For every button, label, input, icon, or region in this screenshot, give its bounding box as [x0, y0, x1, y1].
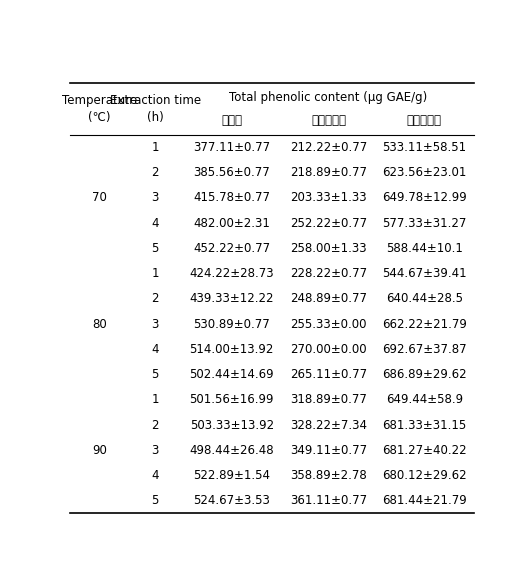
Text: 692.67±37.87: 692.67±37.87: [382, 343, 467, 356]
Text: 681.44±21.79: 681.44±21.79: [382, 494, 467, 508]
Text: 681.33±31.15: 681.33±31.15: [382, 418, 467, 432]
Text: 228.22±0.77: 228.22±0.77: [290, 267, 367, 280]
Text: 218.89±0.77: 218.89±0.77: [290, 166, 367, 179]
Text: 514.00±13.92: 514.00±13.92: [190, 343, 274, 356]
Text: 1: 1: [151, 141, 159, 154]
Text: 5: 5: [151, 242, 159, 255]
Text: 649.78±12.99: 649.78±12.99: [382, 191, 467, 204]
Text: 4: 4: [151, 469, 159, 482]
Text: 361.11±0.77: 361.11±0.77: [290, 494, 367, 508]
Text: 501.56±16.99: 501.56±16.99: [190, 393, 274, 406]
Text: 377.11±0.77: 377.11±0.77: [193, 141, 270, 154]
Text: 4: 4: [151, 343, 159, 356]
Text: 1: 1: [151, 267, 159, 280]
Text: 533.11±58.51: 533.11±58.51: [382, 141, 466, 154]
Text: 3: 3: [151, 191, 159, 204]
Text: Total phenolic content (μg GAE/g): Total phenolic content (μg GAE/g): [229, 91, 427, 104]
Text: 530.89±0.77: 530.89±0.77: [193, 318, 270, 331]
Text: 385.56±0.77: 385.56±0.77: [193, 166, 270, 179]
Text: 522.89±1.54: 522.89±1.54: [193, 469, 270, 482]
Text: 70: 70: [92, 191, 107, 204]
Text: 680.12±29.62: 680.12±29.62: [382, 469, 467, 482]
Text: 248.89±0.77: 248.89±0.77: [290, 292, 367, 306]
Text: 588.44±10.1: 588.44±10.1: [386, 242, 463, 255]
Text: 524.67±3.53: 524.67±3.53: [193, 494, 270, 508]
Text: 640.44±28.5: 640.44±28.5: [386, 292, 463, 306]
Text: 5: 5: [151, 368, 159, 381]
Text: 349.11±0.77: 349.11±0.77: [290, 444, 367, 457]
Text: 누리장나무: 누리장나무: [311, 114, 346, 127]
Text: 258.00±1.33: 258.00±1.33: [290, 242, 367, 255]
Text: 2: 2: [151, 418, 159, 432]
Text: 415.78±0.77: 415.78±0.77: [193, 191, 270, 204]
Text: 252.22±0.77: 252.22±0.77: [290, 217, 367, 230]
Text: 649.44±58.9: 649.44±58.9: [386, 393, 463, 406]
Text: 265.11±0.77: 265.11±0.77: [290, 368, 367, 381]
Text: 광나무: 광나무: [221, 114, 242, 127]
Text: 452.22±0.77: 452.22±0.77: [193, 242, 270, 255]
Text: 3: 3: [151, 444, 159, 457]
Text: 482.00±2.31: 482.00±2.31: [193, 217, 270, 230]
Text: 5: 5: [151, 494, 159, 508]
Text: 577.33±31.27: 577.33±31.27: [382, 217, 467, 230]
Text: 498.44±26.48: 498.44±26.48: [190, 444, 274, 457]
Text: 80: 80: [92, 318, 107, 331]
Text: 424.22±28.73: 424.22±28.73: [190, 267, 274, 280]
Text: 544.67±39.41: 544.67±39.41: [382, 267, 467, 280]
Text: 212.22±0.77: 212.22±0.77: [290, 141, 367, 154]
Text: 90: 90: [92, 444, 107, 457]
Text: 503.33±13.92: 503.33±13.92: [190, 418, 274, 432]
Text: 502.44±14.69: 502.44±14.69: [190, 368, 274, 381]
Text: 203.33±1.33: 203.33±1.33: [290, 191, 367, 204]
Text: 3: 3: [151, 318, 159, 331]
Text: 1: 1: [151, 393, 159, 406]
Text: 318.89±0.77: 318.89±0.77: [290, 393, 367, 406]
Text: 681.27±40.22: 681.27±40.22: [382, 444, 467, 457]
Text: 255.33±0.00: 255.33±0.00: [290, 318, 367, 331]
Text: Extraction time
(h): Extraction time (h): [109, 94, 201, 124]
Text: Temperature
(℃): Temperature (℃): [62, 94, 138, 124]
Text: 439.33±12.22: 439.33±12.22: [190, 292, 274, 306]
Text: 662.22±21.79: 662.22±21.79: [382, 318, 467, 331]
Text: 참가시나무: 참가시나무: [407, 114, 442, 127]
Text: 686.89±29.62: 686.89±29.62: [382, 368, 467, 381]
Text: 328.22±7.34: 328.22±7.34: [290, 418, 367, 432]
Text: 270.00±0.00: 270.00±0.00: [290, 343, 367, 356]
Text: 2: 2: [151, 166, 159, 179]
Text: 358.89±2.78: 358.89±2.78: [290, 469, 367, 482]
Text: 623.56±23.01: 623.56±23.01: [382, 166, 467, 179]
Text: 4: 4: [151, 217, 159, 230]
Text: 2: 2: [151, 292, 159, 306]
